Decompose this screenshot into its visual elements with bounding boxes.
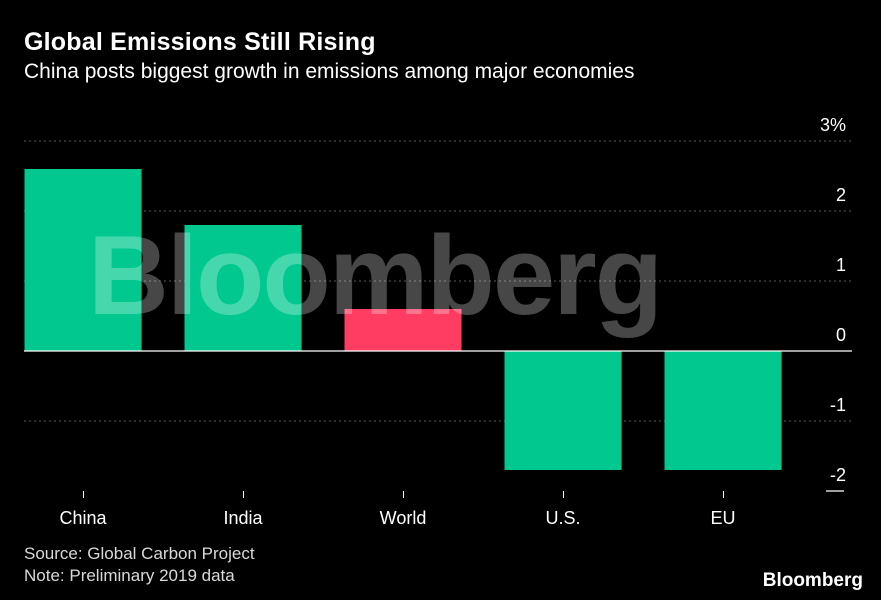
y-tick-label: 2: [836, 185, 846, 205]
x-tick-label: U.S.: [545, 508, 580, 528]
bloomberg-logo: Bloomberg: [762, 570, 863, 591]
axis-layer: -2 -1 0 1 2 3% China India World U.S. EU: [24, 115, 852, 528]
y-tick-label: -1: [830, 395, 846, 415]
bar-china: [24, 169, 142, 351]
y-tick-label: 0: [836, 325, 846, 345]
bar-world: [344, 309, 462, 351]
bar-india: [184, 225, 302, 351]
y-tick-label: 3%: [820, 115, 846, 135]
bloomberg-watermark: Bloomberg: [88, 213, 663, 338]
bar-eu: [664, 351, 782, 470]
y-tick-label: -2: [830, 465, 846, 485]
x-tick-label: World: [380, 508, 427, 528]
source-note: Source: Global Carbon Project: [24, 544, 255, 563]
x-tick-label: China: [59, 508, 107, 528]
x-tick-label: EU: [710, 508, 735, 528]
data-note: Note: Preliminary 2019 data: [24, 566, 235, 585]
chart-subtitle: China posts biggest growth in emissions …: [24, 60, 635, 83]
y-tick-label: 1: [836, 255, 846, 275]
bar-u-s: [504, 351, 622, 470]
x-tick-label: India: [223, 508, 263, 528]
bar-layer: [24, 169, 782, 470]
chart-title: Global Emissions Still Rising: [24, 28, 376, 56]
